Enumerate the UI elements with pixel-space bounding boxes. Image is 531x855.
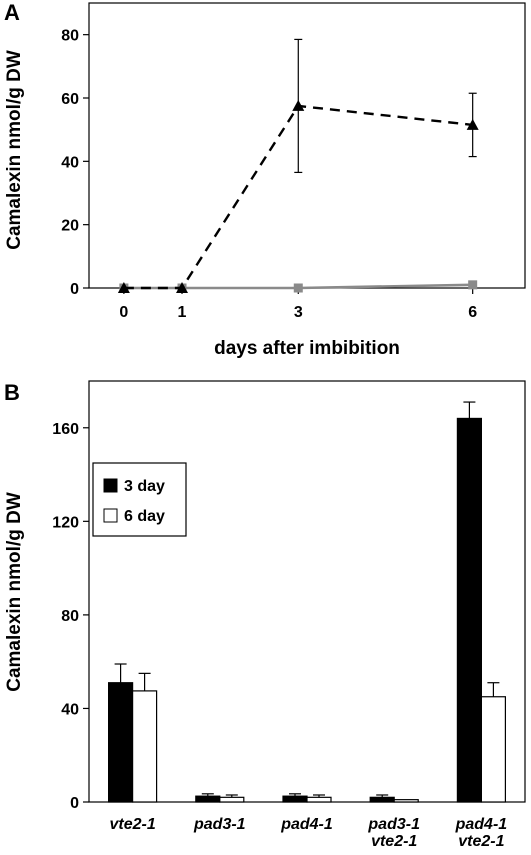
bar-3-day [456,417,482,803]
data-point-triangle [117,282,130,293]
panel-a-label: A [4,0,20,25]
legend-label-3-day: 3 day [124,478,165,495]
panel-a-x-axis-title: days after imbibition [214,338,400,359]
x-tick-label: 1 [178,304,187,321]
category-label: vte2-1 [109,816,155,833]
bar-6-day [306,796,332,803]
x-tick-label: 0 [119,304,128,321]
y-tick-label: 0 [70,795,79,812]
panel-b-legend: 3 day 6 day [92,462,187,537]
y-tick-label: 160 [52,421,79,438]
category-label: vte2-1 [458,833,504,850]
series-line [123,283,473,290]
data-point-triangle [292,99,305,111]
panel-b-x-axis: vte2-1 pad3-1 pad4-1 pad3-1vte2-1pad4-1vte2… [109,816,507,850]
y-tick-label: 0 [70,281,79,298]
bar-3-day [107,682,134,803]
series-line [123,104,473,290]
panel-b-y-axis-title: Camalexin nmol/g DW [4,492,25,692]
bar-6-day [219,796,245,803]
x-tick-label: 6 [468,304,477,321]
data-point-square [293,283,303,293]
panel-a-y-axis: 0 20 40 60 80 [61,28,89,298]
category-label: pad3-1 [367,816,420,833]
bar-6-day [132,690,158,803]
y-tick-label: 60 [61,91,79,108]
bar-3-day [195,795,221,803]
panel-a-chart: 0 20 40 60 80 0 1 3 6 [61,2,526,321]
series-square [119,280,478,293]
panel-b-label: B [4,380,20,405]
panel-a-y-axis-title: Camalexin nmol/g DW [4,50,25,250]
y-tick-label: 120 [52,514,79,531]
panel-a-series-layer [117,38,479,293]
bar-3-day [369,796,395,803]
bar-6-day [393,799,419,803]
panel-b-bars-layer [107,401,506,803]
y-tick-label: 40 [61,701,79,718]
y-tick-label: 80 [61,28,79,45]
panel-a-plot-frame [88,2,526,289]
category-label: pad3-1 [193,816,246,833]
category-label: vte2-1 [371,833,417,850]
data-point-triangle [466,118,479,130]
data-point-triangle [176,282,189,293]
bar-3-day [282,795,308,803]
data-point-square [468,280,478,290]
panel-b-y-axis: 0 40 80 120 160 [52,421,89,812]
legend-swatch-3-day [103,478,118,493]
series-triangle [117,38,479,293]
legend-label-6-day: 6 day [124,508,165,525]
legend-swatch-6-day [103,508,118,523]
y-tick-label: 40 [61,154,79,171]
x-tick-label: 3 [294,304,303,321]
panel-a-x-axis: 0 1 3 6 [119,288,477,321]
legend-box [92,462,187,537]
y-tick-label: 20 [61,218,79,235]
bar-6-day [480,696,506,803]
y-tick-label: 80 [61,608,79,625]
category-label: pad4-1 [455,816,508,833]
category-label: pad4-1 [280,816,333,833]
